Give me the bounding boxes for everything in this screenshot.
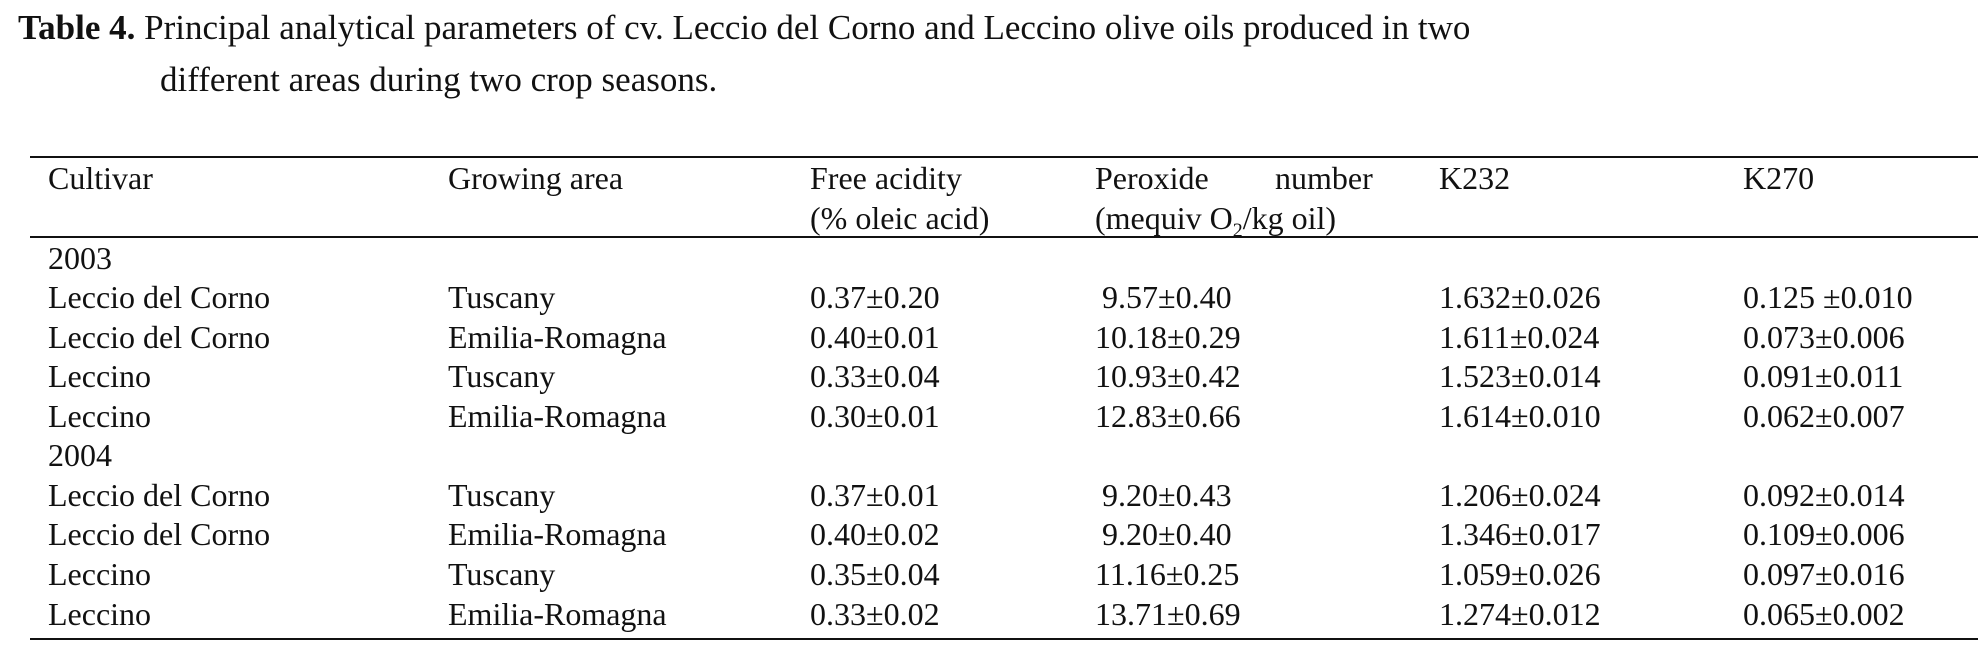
cell-k270: 0.065±0.002	[1743, 596, 1905, 632]
year-label: 2004	[48, 437, 112, 473]
caption-label: Table 4.	[18, 8, 136, 47]
cell-k270: 0.109±0.006	[1743, 516, 1905, 552]
cell-area: Tuscany	[448, 279, 556, 315]
cell-free-acidity: 0.37±0.01	[810, 477, 940, 513]
cell-area: Emilia-Romagna	[448, 398, 667, 434]
cell-peroxide: 9.20±0.40	[1102, 516, 1232, 552]
header-peroxide-word2: number	[1275, 160, 1373, 196]
header-peroxide-line2: (mequiv O2/kg oil)	[1095, 198, 1373, 242]
cell-peroxide: 9.57±0.40	[1102, 279, 1232, 315]
cell-k232: 1.614±0.010	[1439, 398, 1601, 434]
cell-area: Tuscany	[448, 477, 556, 513]
cell-cultivar: Leccio del Corno	[48, 279, 271, 315]
cell-peroxide: 12.83±0.66	[1095, 398, 1241, 434]
cell-k270: 0.125 ±0.010	[1743, 279, 1913, 315]
header-free-acidity-line2: (% oleic acid)	[810, 200, 990, 236]
cell-k232: 1.274±0.012	[1439, 596, 1601, 632]
cell-k270: 0.091±0.011	[1743, 358, 1904, 394]
table-top-rule	[30, 156, 1978, 158]
cell-k270: 0.092±0.014	[1743, 477, 1905, 513]
cell-peroxide: 13.71±0.69	[1095, 596, 1241, 632]
cell-area: Tuscany	[448, 556, 556, 592]
header-k232: K232	[1439, 160, 1511, 196]
cell-free-acidity: 0.40±0.02	[810, 516, 940, 552]
cell-free-acidity: 0.30±0.01	[810, 398, 940, 434]
caption-text-1: Principal analytical parameters of cv. L…	[135, 8, 1471, 47]
header-free-acidity: Free acidity (% oleic acid)	[810, 158, 989, 238]
cell-peroxide: 9.20±0.43	[1102, 477, 1232, 513]
cell-cultivar: Leccio del Corno	[48, 477, 271, 513]
header-peroxide-word1: Peroxide	[1095, 160, 1209, 196]
table-bottom-rule	[30, 638, 1978, 640]
cell-cultivar: Leccino	[48, 596, 152, 632]
cell-cultivar: Leccino	[48, 398, 152, 434]
header-free-acidity-line1: Free acidity	[810, 160, 962, 196]
header-peroxide-line1: Peroxide number	[1095, 158, 1373, 198]
header-cultivar: Cultivar	[48, 160, 153, 196]
cell-k270: 0.097±0.016	[1743, 556, 1905, 592]
cell-k232: 1.206±0.024	[1439, 477, 1601, 513]
cell-cultivar: Leccino	[48, 556, 152, 592]
table-header-rule	[30, 236, 1978, 238]
cell-free-acidity: 0.37±0.20	[810, 279, 940, 315]
header-peroxide-unit-b: /kg oil)	[1242, 200, 1337, 236]
cell-k232: 1.523±0.014	[1439, 358, 1601, 394]
cell-area: Emilia-Romagna	[448, 596, 667, 632]
cell-cultivar: Leccino	[48, 358, 152, 394]
cell-peroxide: 11.16±0.25	[1095, 556, 1240, 592]
cell-k270: 0.062±0.007	[1743, 398, 1905, 434]
header-k270: K270	[1743, 160, 1815, 196]
caption-line-2: different areas during two crop seasons.	[160, 60, 718, 99]
header-peroxide-subscript: 2	[1232, 219, 1243, 242]
cell-k232: 1.611±0.024	[1439, 319, 1600, 355]
cell-peroxide: 10.93±0.42	[1095, 358, 1241, 394]
cell-area: Emilia-Romagna	[448, 319, 667, 355]
year-label: 2003	[48, 240, 112, 276]
caption-line-1: Table 4. Principal analytical parameters…	[18, 2, 1918, 54]
table-caption: Table 4. Principal analytical parameters…	[18, 2, 1918, 106]
header-growing-area: Growing area	[448, 160, 624, 196]
cell-k232: 1.346±0.017	[1439, 516, 1601, 552]
cell-k232: 1.632±0.026	[1439, 279, 1601, 315]
cell-free-acidity: 0.33±0.02	[810, 596, 940, 632]
cell-peroxide: 10.18±0.29	[1095, 319, 1241, 355]
cell-free-acidity: 0.35±0.04	[810, 556, 940, 592]
cell-area: Tuscany	[448, 358, 556, 394]
cell-cultivar: Leccio del Corno	[48, 516, 271, 552]
cell-k270: 0.073±0.006	[1743, 319, 1905, 355]
header-peroxide-unit-a: (mequiv O	[1095, 200, 1233, 236]
header-peroxide: Peroxide number (mequiv O2/kg oil)	[1095, 158, 1373, 242]
cell-cultivar: Leccio del Corno	[48, 319, 271, 355]
cell-k232: 1.059±0.026	[1439, 556, 1601, 592]
cell-area: Emilia-Romagna	[448, 516, 667, 552]
cell-free-acidity: 0.40±0.01	[810, 319, 940, 355]
cell-free-acidity: 0.33±0.04	[810, 358, 940, 394]
